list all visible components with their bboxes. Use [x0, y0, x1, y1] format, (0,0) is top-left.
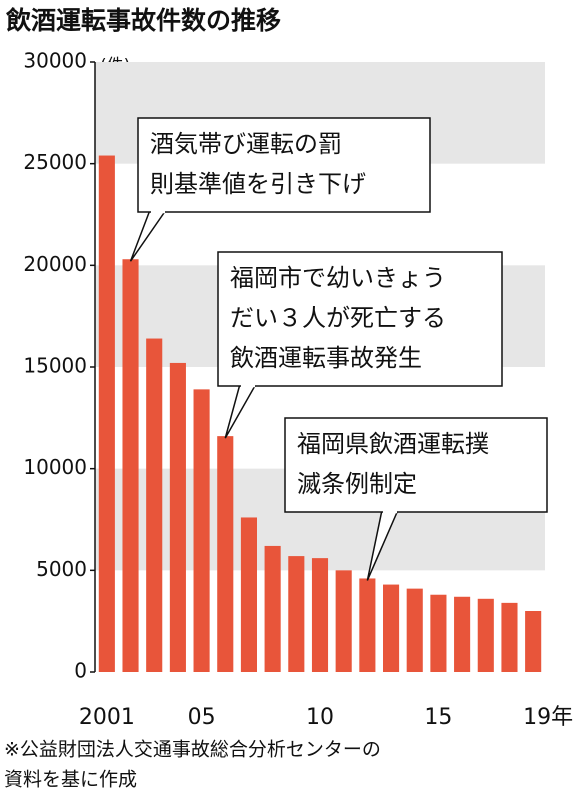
source-note: 資料を基に作成: [4, 769, 137, 791]
bar: [240, 517, 257, 672]
bar: [454, 596, 471, 672]
x-tick-label: 19年: [523, 705, 573, 730]
callout-box: [137, 117, 431, 213]
annotation-text: 酒気帯び運転の罰: [150, 130, 342, 158]
annotation-text: 福岡県飲酒運転撲: [297, 430, 489, 458]
callout-box: [217, 251, 503, 387]
bar: [288, 556, 305, 672]
bar: [335, 570, 352, 672]
bar: [146, 338, 163, 672]
y-tick-label: 30000: [23, 49, 87, 73]
y-tick-label: 15000: [23, 354, 87, 378]
bar: [406, 588, 423, 672]
x-tick-label: 15: [424, 705, 452, 730]
bar: [525, 611, 542, 672]
bar: [193, 389, 210, 672]
x-tick-label: 10: [306, 705, 334, 730]
bar: [383, 584, 400, 672]
bar: [501, 602, 518, 672]
y-tick-label: 10000: [23, 455, 87, 479]
annotation-text: だい３人が死亡する: [230, 304, 446, 332]
bar: [477, 598, 494, 672]
bar: [430, 594, 447, 672]
x-tick-label: 2001: [79, 705, 135, 730]
y-tick-label: 5000: [36, 557, 87, 581]
bar: [98, 155, 115, 673]
callout-box: [284, 417, 548, 513]
callout-pointer: [129, 209, 168, 262]
bar: [169, 362, 186, 672]
source-note: ※公益財団法人交通事故総合分析センターの: [4, 739, 381, 761]
y-tick-label: 25000: [23, 150, 87, 174]
bar: [217, 436, 234, 672]
annotation-text: 福岡市で幼いきょう: [230, 264, 446, 292]
annotation-text: 飲酒運転事故発生: [230, 344, 422, 372]
bar: [359, 578, 376, 672]
y-tick-label: 20000: [23, 252, 87, 276]
bar: [264, 545, 281, 672]
callout-pointer: [224, 383, 258, 439]
annotation-text: 滅条例制定: [297, 470, 417, 498]
y-tick-label: 0: [74, 659, 87, 683]
chart-title: 飲酒運転事故件数の推移: [5, 6, 281, 35]
bar: [311, 558, 329, 672]
bar: [122, 259, 139, 672]
x-tick-label: 05: [188, 705, 216, 730]
annotation-text: 則基準値を引き下げ: [150, 170, 366, 198]
